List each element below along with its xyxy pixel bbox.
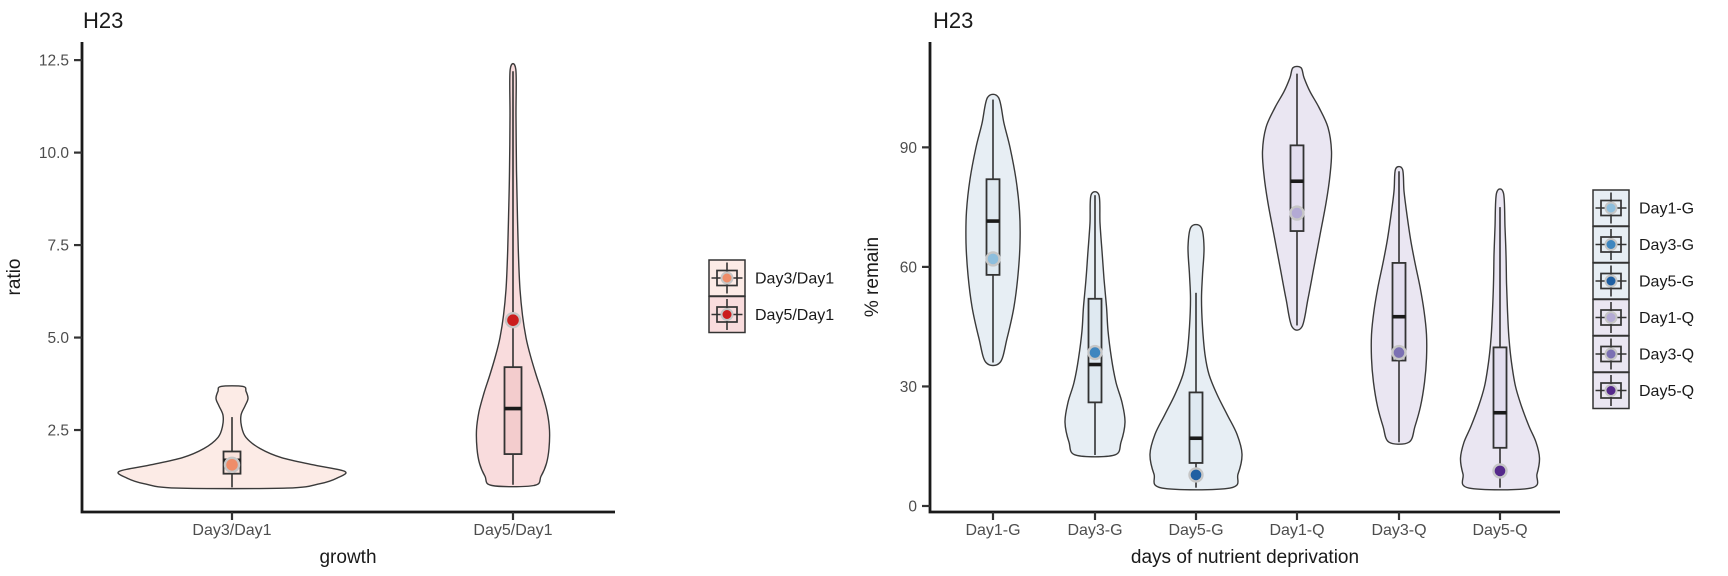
legend-item-day3-g: Day3-G	[1592, 225, 1694, 264]
box-day5-g	[1188, 391, 1204, 464]
y-tick-label-5-0: 5.0	[47, 330, 69, 347]
legend-label-day5-g: Day5-G	[1639, 274, 1694, 291]
y-tick-label-2-5: 2.5	[47, 423, 69, 440]
left-chart-title: H23	[83, 8, 123, 33]
mean-point-day1-g	[985, 251, 1001, 267]
box-day5-q	[1492, 346, 1508, 449]
legend-glyph-point	[1604, 201, 1618, 215]
box-day5-day1	[503, 366, 523, 455]
mean-point-day5-g	[1188, 467, 1204, 483]
legend-glyph-box	[1600, 382, 1622, 399]
y-tick-label-90: 90	[900, 140, 918, 157]
x-tick-label-day1-g: Day1-G	[965, 522, 1020, 539]
box-day1-g	[985, 178, 1001, 276]
legend-glyph-point	[720, 271, 734, 285]
legend-label-day1-g: Day1-G	[1639, 201, 1694, 218]
legend-item-day1-q: Day1-Q	[1592, 298, 1694, 337]
legend-glyph-box	[1600, 309, 1622, 326]
legend-glyph-box	[1600, 345, 1622, 363]
x-tick-label-day3-q: Day3-Q	[1371, 522, 1426, 539]
y-tick-label-60: 60	[900, 259, 918, 276]
violin-group-day5-q	[1459, 188, 1541, 491]
mean-point-day1-q	[1289, 205, 1305, 221]
legend-glyph-point	[1604, 384, 1618, 397]
legend-label-day3-q: Day3-Q	[1639, 347, 1694, 364]
right-x-axis-title: days of nutrient deprivation	[1131, 547, 1359, 568]
legend-label-day1-q: Day1-Q	[1639, 310, 1694, 327]
mean-point-day3-g	[1087, 344, 1103, 361]
legend-glyph-box	[1600, 199, 1622, 217]
mean-point-day3-day1	[223, 456, 241, 474]
legend-glyph-box	[716, 306, 738, 323]
x-tick-label-day5-g: Day5-G	[1168, 522, 1223, 539]
x-tick-label-day5-day1: Day5/Day1	[473, 522, 552, 539]
left-x-axis-title: growth	[319, 547, 376, 568]
legend-item-day5-q: Day5-Q	[1592, 371, 1694, 410]
legend-label-day5-day1: Day5/Day1	[755, 307, 834, 324]
violin-group-day5-g	[1149, 223, 1243, 491]
violin-group-day3-day1	[117, 385, 347, 490]
violin-group-day3-g	[1064, 190, 1126, 458]
legend-item-day1-g: Day1-G	[1592, 189, 1694, 227]
y-tick-label-30: 30	[900, 379, 918, 396]
mean-point-day3-q	[1391, 344, 1407, 361]
box-day3-q	[1391, 262, 1407, 362]
left-y-axis-title: ratio	[4, 259, 25, 296]
legend-glyph-point	[1604, 274, 1618, 288]
legend-item-day5-g: Day5-G	[1592, 262, 1694, 300]
y-tick-label-10-0: 10.0	[39, 145, 70, 162]
legend-item-day3-q: Day3-Q	[1592, 335, 1694, 373]
legend-glyph-point	[1604, 238, 1618, 251]
legend-item-day3-day1: Day3/Day1	[708, 259, 834, 297]
violin-group-day1-q	[1261, 65, 1333, 331]
x-tick-label-day3-day1: Day3/Day1	[192, 522, 271, 539]
legend-glyph-box	[1600, 272, 1622, 290]
x-tick-label-day3-g: Day3-G	[1067, 522, 1122, 539]
legend-label-day5-q: Day5-Q	[1639, 383, 1694, 400]
legend-glyph-point	[1604, 311, 1618, 324]
right-y-axis-title: % remain	[862, 237, 883, 317]
y-tick-label-7-5: 7.5	[47, 238, 69, 255]
axis-lines	[80, 42, 615, 514]
right-chart-title: H23	[933, 8, 973, 33]
mean-point-day5-q	[1492, 463, 1508, 479]
x-tick-label-day5-q: Day5-Q	[1472, 522, 1527, 539]
x-tick-label-day1-q: Day1-Q	[1269, 522, 1324, 539]
legend-glyph-box	[1600, 236, 1622, 253]
legend-glyph-point	[1604, 347, 1618, 361]
legend-item-day5-day1: Day5/Day1	[708, 295, 834, 334]
legend-label-day3-g: Day3-G	[1639, 237, 1694, 254]
legend: Day1-G Day3-G Day5-G Day1-Q Day3-Q Day5-Q	[1592, 189, 1694, 410]
legend: Day3/Day1 Day5/Day1	[708, 259, 834, 334]
legend-glyph-box	[716, 269, 738, 287]
y-tick-label-0: 0	[908, 498, 917, 515]
violin-group-day5-day1	[475, 62, 551, 488]
legend-label-day3-day1: Day3/Day1	[755, 271, 834, 288]
mean-point-day5-day1	[504, 311, 522, 329]
violin-group-day3-q	[1370, 165, 1428, 445]
y-tick-label-12-5: 12.5	[39, 53, 69, 70]
violin-group-day1-g	[965, 93, 1021, 367]
axis-lines	[928, 42, 1560, 514]
legend-glyph-point	[720, 308, 734, 321]
